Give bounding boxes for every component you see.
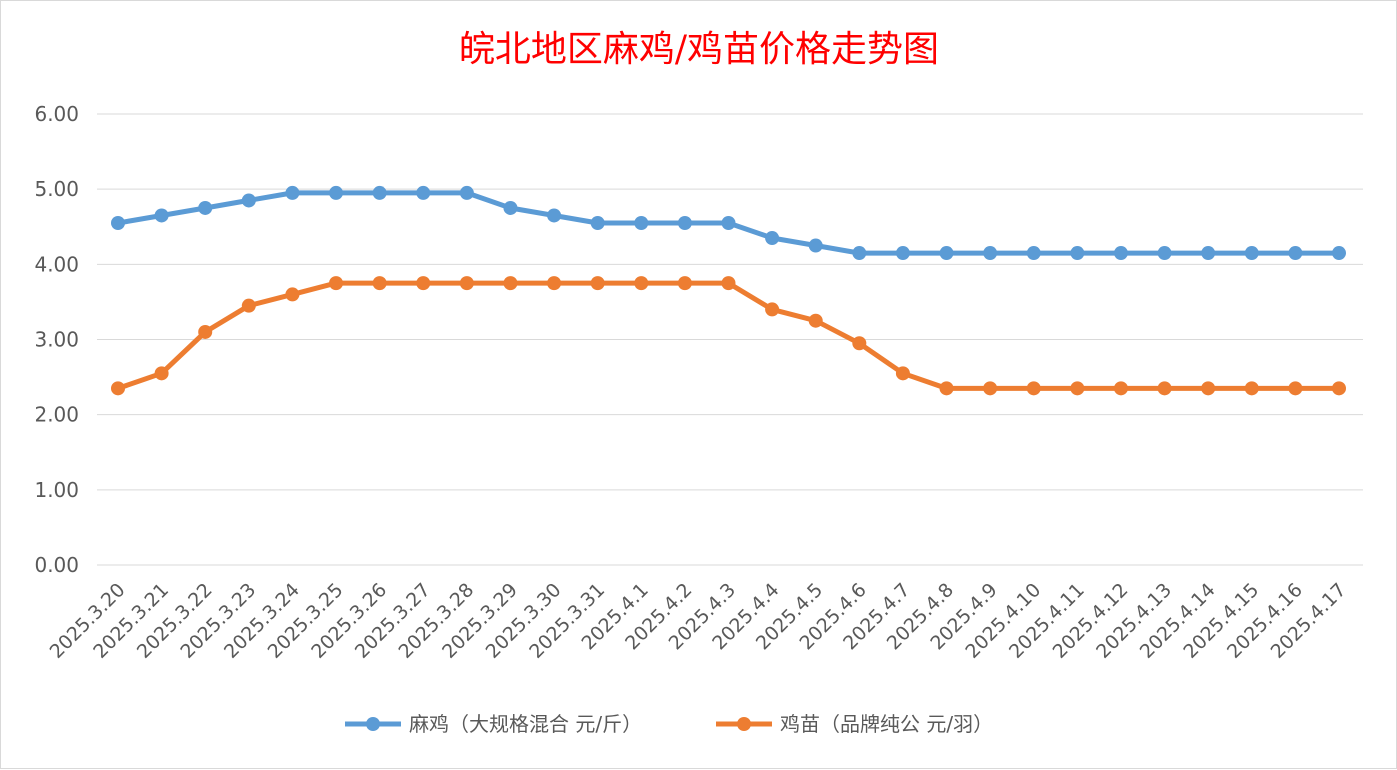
data-point	[329, 185, 344, 200]
data-point	[503, 200, 518, 215]
series-1	[111, 185, 1346, 261]
data-point	[547, 208, 562, 223]
data-point	[1244, 246, 1259, 261]
data-point	[939, 381, 954, 396]
data-point	[852, 336, 867, 351]
chart-title: 皖北地区麻鸡/鸡苗价格走势图	[459, 29, 939, 70]
series-2	[111, 276, 1346, 396]
data-point	[677, 215, 692, 230]
y-axis-ticks: 0.00 1.00 2.00 3.00 4.00 5.00 6.00	[34, 102, 79, 577]
legend-label: 麻鸡（大规格混合 元/斤）	[409, 712, 642, 736]
data-point	[503, 276, 518, 291]
y-tick-label: 1.00	[34, 478, 79, 502]
data-point	[765, 302, 780, 317]
legend-marker	[737, 717, 751, 731]
data-point	[1070, 246, 1085, 261]
data-point	[939, 246, 954, 261]
data-point	[198, 324, 213, 339]
y-tick-label: 2.00	[34, 403, 79, 427]
data-point	[721, 276, 736, 291]
data-point	[808, 313, 823, 328]
data-point	[1157, 381, 1172, 396]
data-point	[111, 215, 125, 230]
data-point	[1157, 246, 1172, 261]
data-point	[1288, 381, 1303, 396]
data-point	[111, 381, 125, 396]
data-point	[895, 246, 910, 261]
data-point	[1288, 246, 1303, 261]
legend: 麻鸡（大规格混合 元/斤） 鸡苗（品牌纯公 元/羽）	[345, 712, 993, 736]
data-point	[1026, 381, 1041, 396]
data-point	[1113, 381, 1128, 396]
legend-marker	[366, 717, 380, 731]
gridlines	[97, 113, 1363, 566]
data-point	[1113, 246, 1128, 261]
data-point	[241, 193, 256, 208]
data-point	[634, 276, 649, 291]
data-point	[241, 298, 256, 313]
data-point	[765, 231, 780, 246]
data-point	[808, 238, 823, 253]
y-tick-label: 6.00	[34, 102, 79, 126]
data-point	[852, 246, 867, 261]
legend-item: 麻鸡（大规格混合 元/斤）	[345, 712, 642, 736]
data-point	[590, 215, 605, 230]
data-point	[983, 246, 998, 261]
data-point	[198, 200, 213, 215]
data-point	[416, 185, 431, 200]
data-point	[285, 185, 300, 200]
data-point	[372, 276, 387, 291]
data-point	[329, 276, 344, 291]
data-point	[1201, 381, 1216, 396]
data-point	[459, 276, 474, 291]
legend-label: 鸡苗（品牌纯公 元/羽）	[780, 712, 993, 736]
data-point	[154, 366, 169, 381]
data-point	[1026, 246, 1041, 261]
x-axis-ticks: 2025.3.202025.3.212025.3.222025.3.232025…	[46, 579, 1351, 663]
data-point	[1201, 246, 1216, 261]
data-point	[677, 276, 692, 291]
data-point	[895, 366, 910, 381]
y-tick-label: 3.00	[34, 328, 79, 352]
data-point	[285, 287, 300, 302]
data-point	[721, 215, 736, 230]
data-point	[634, 215, 649, 230]
series-line	[115, 280, 1342, 391]
data-point	[547, 276, 562, 291]
y-tick-label: 4.00	[34, 252, 79, 276]
series-layer	[111, 185, 1346, 396]
data-point	[590, 276, 605, 291]
y-tick-label: 0.00	[34, 553, 79, 577]
data-point	[1332, 246, 1346, 261]
data-point	[372, 185, 387, 200]
data-point	[416, 276, 431, 291]
data-point	[983, 381, 998, 396]
data-point	[459, 185, 474, 200]
y-tick-label: 5.00	[34, 177, 79, 201]
data-point	[1332, 381, 1346, 396]
data-point	[1244, 381, 1259, 396]
legend-item: 鸡苗（品牌纯公 元/羽）	[716, 712, 993, 736]
data-point	[154, 208, 169, 223]
data-point	[1070, 381, 1085, 396]
